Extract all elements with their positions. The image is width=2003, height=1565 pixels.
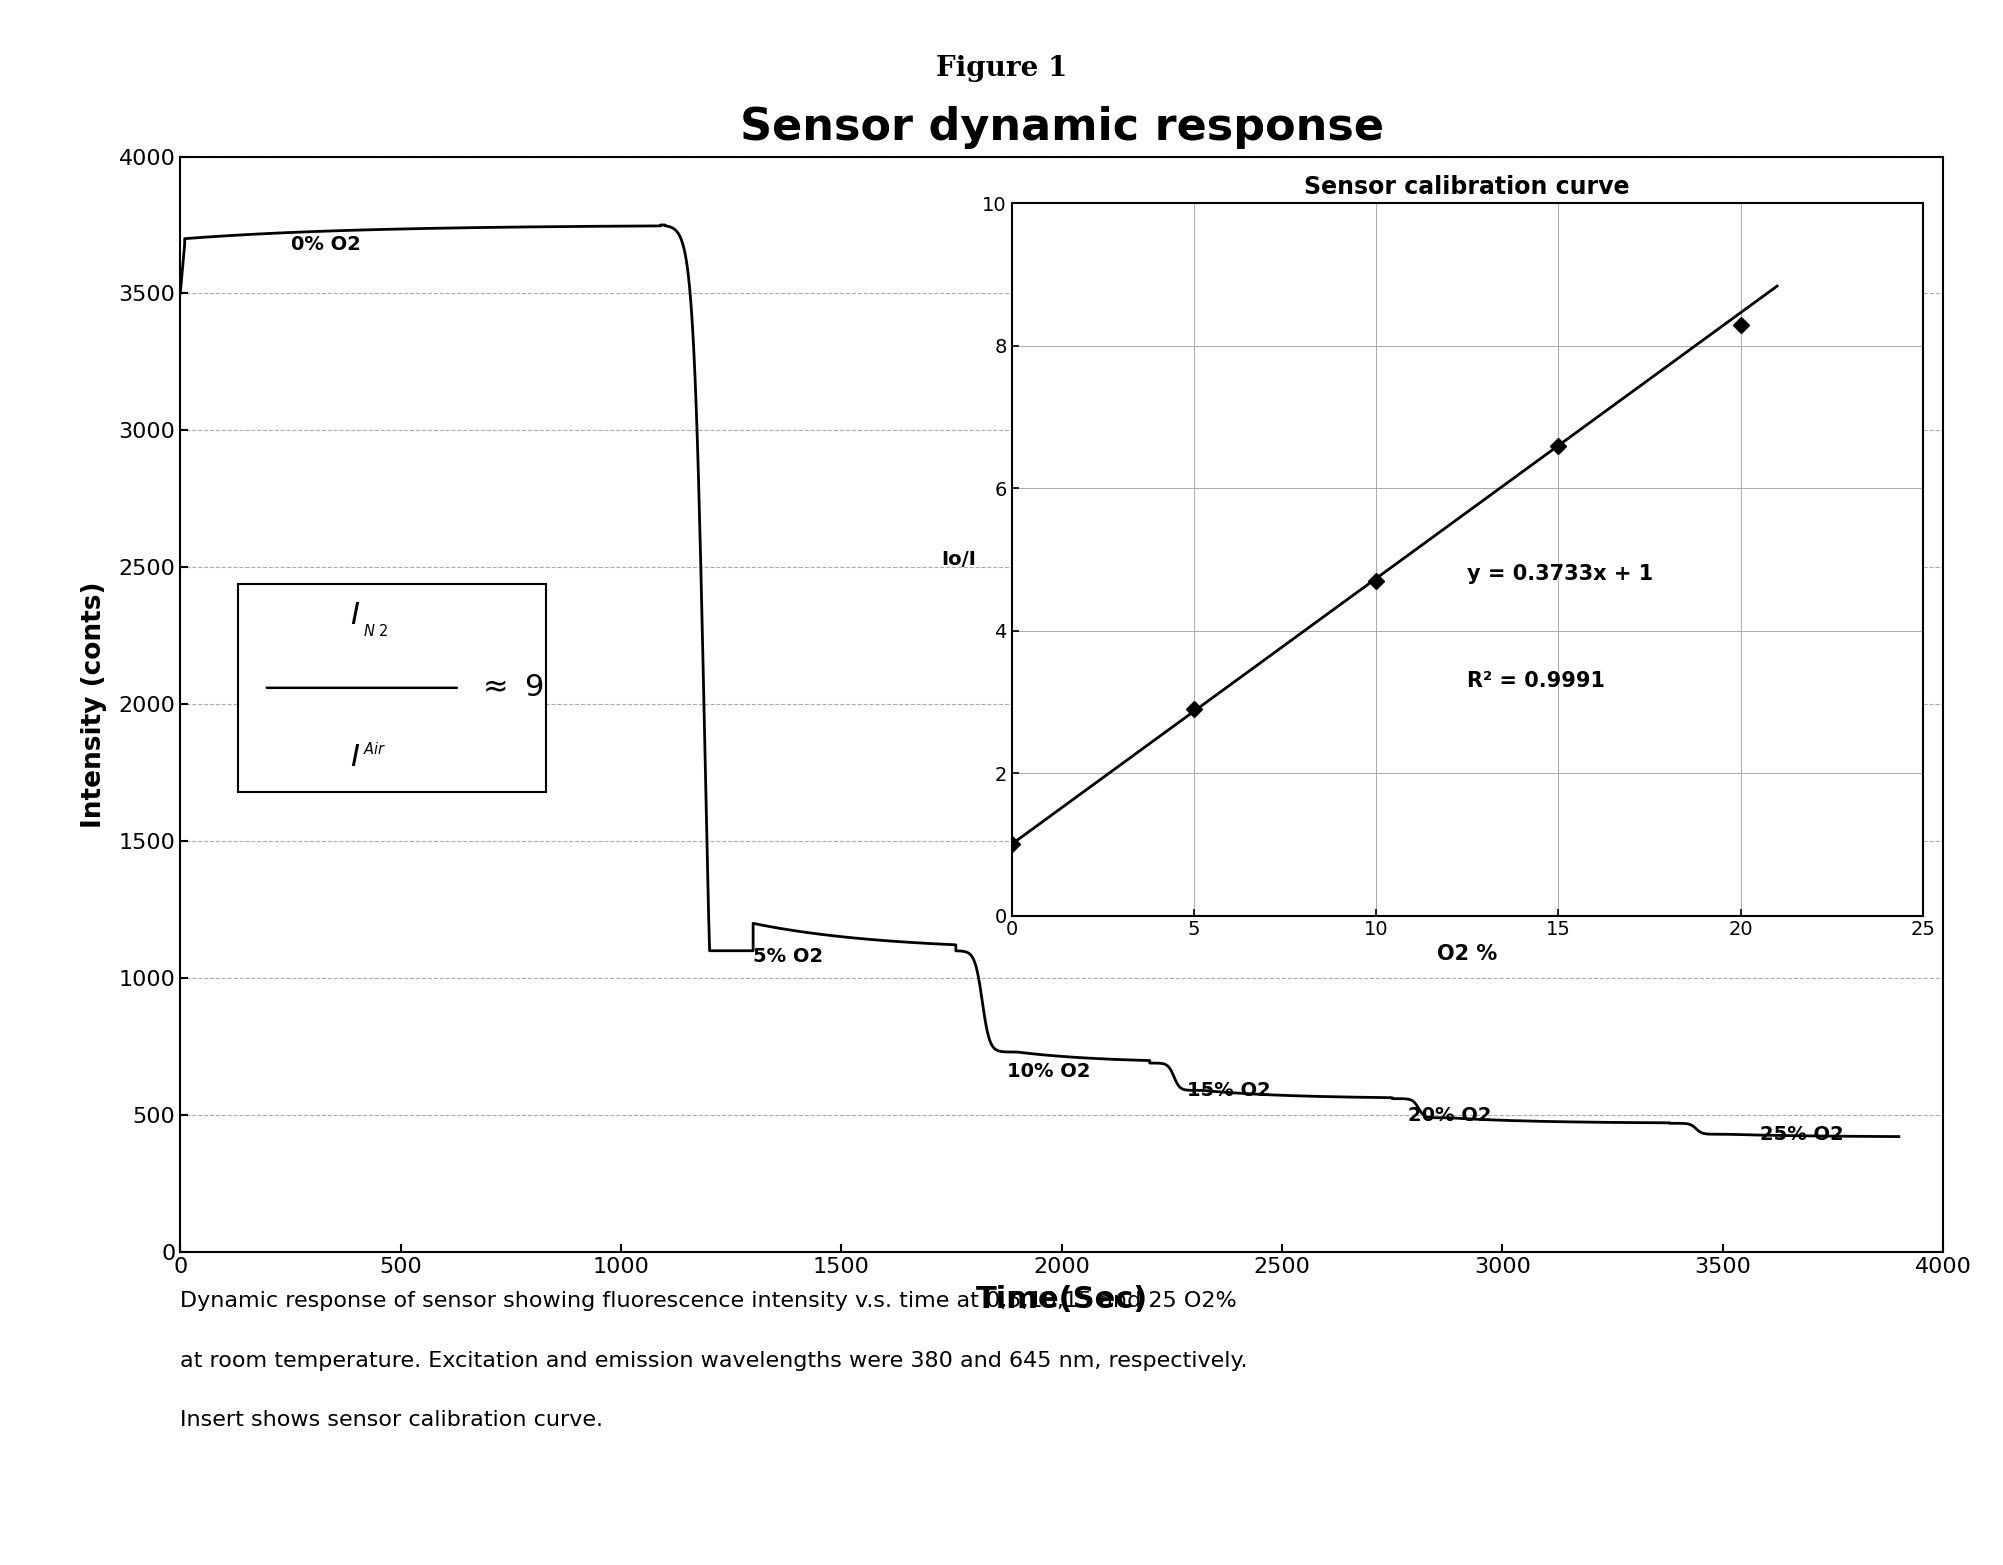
Y-axis label: Io/I: Io/I — [941, 549, 977, 570]
Y-axis label: Intensity (conts): Intensity (conts) — [82, 581, 108, 828]
Text: 15% O2: 15% O2 — [1188, 1081, 1272, 1100]
Text: Dynamic response of sensor showing fluorescence intensity v.s. time at 0,5,10,15: Dynamic response of sensor showing fluor… — [180, 1291, 1238, 1311]
Title: Sensor dynamic response: Sensor dynamic response — [739, 106, 1384, 149]
Text: 0% O2: 0% O2 — [290, 235, 361, 254]
Text: $_{Air}$: $_{Air}$ — [363, 737, 387, 757]
X-axis label: Time(Sec): Time(Sec) — [975, 1285, 1148, 1315]
Text: 20% O2: 20% O2 — [1408, 1105, 1490, 1125]
Text: at room temperature. Excitation and emission wavelengths were 380 and 645 nm, re: at room temperature. Excitation and emis… — [180, 1351, 1248, 1371]
Text: $\approx\ 9$: $\approx\ 9$ — [477, 673, 545, 703]
Text: $I$: $I$ — [351, 743, 361, 772]
Text: 25% O2: 25% O2 — [1761, 1125, 1845, 1144]
Text: $_{N\ 2}$: $_{N\ 2}$ — [363, 618, 389, 639]
Text: y = 0.3733x + 1: y = 0.3733x + 1 — [1466, 563, 1652, 584]
X-axis label: O2 %: O2 % — [1436, 944, 1498, 964]
Text: Figure 1: Figure 1 — [935, 55, 1068, 81]
Text: R² = 0.9991: R² = 0.9991 — [1466, 670, 1604, 690]
Text: 5% O2: 5% O2 — [753, 947, 823, 966]
Bar — [238, 584, 547, 792]
Text: 10% O2: 10% O2 — [1008, 1061, 1090, 1081]
Text: $I$: $I$ — [351, 601, 361, 631]
Title: Sensor calibration curve: Sensor calibration curve — [1304, 175, 1630, 199]
Text: Insert shows sensor calibration curve.: Insert shows sensor calibration curve. — [180, 1410, 603, 1430]
